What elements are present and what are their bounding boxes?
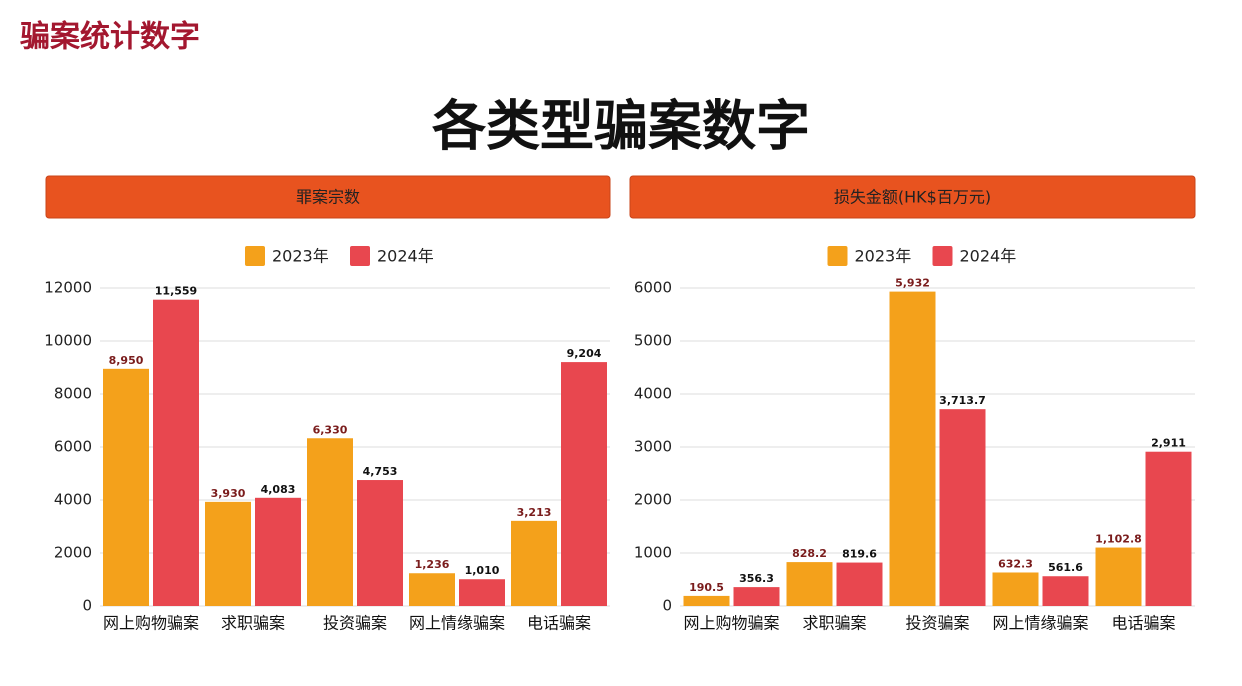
value-label: 8,950 (109, 354, 144, 367)
value-label: 632.3 (998, 557, 1033, 570)
value-label: 190.5 (689, 581, 724, 594)
bar (1042, 576, 1089, 606)
x-tick-label: 投资骗案 (323, 614, 387, 633)
value-label: 1,102.8 (1095, 533, 1142, 546)
y-tick-label: 3000 (634, 438, 672, 456)
y-tick-label: 4000 (634, 385, 672, 403)
y-tick-label: 8000 (54, 385, 92, 403)
value-label: 11,559 (155, 285, 197, 298)
value-label: 819.6 (842, 548, 877, 561)
y-tick-label: 2000 (634, 491, 672, 509)
legend-label: 2023年 (272, 247, 329, 266)
bar (153, 299, 199, 606)
bar (992, 572, 1039, 606)
x-tick-label: 网上情缘骗案 (409, 614, 505, 633)
legend-label: 2024年 (960, 247, 1017, 266)
y-tick-label: 6000 (634, 279, 672, 297)
bar (889, 291, 936, 606)
value-label: 6,330 (313, 423, 348, 436)
chart-header-bar (45, 175, 611, 219)
value-label: 3,213 (517, 506, 552, 519)
bar (1095, 547, 1142, 606)
legend-label: 2023年 (855, 247, 912, 266)
x-tick-label: 投资骗案 (905, 614, 969, 633)
y-tick-label: 1000 (634, 544, 672, 562)
bar (733, 587, 780, 606)
bar (511, 520, 557, 606)
x-tick-label: 电话骗案 (1111, 614, 1175, 633)
bar (103, 368, 149, 606)
y-tick-label: 10000 (44, 332, 92, 350)
y-tick-label: 6000 (54, 438, 92, 456)
y-tick-label: 5000 (634, 332, 672, 350)
y-tick-label: 4000 (54, 491, 92, 509)
page-label: 骗案统计数字 (20, 20, 200, 55)
bar (205, 501, 251, 606)
legend-swatch (350, 246, 370, 266)
value-label: 3,713.7 (939, 394, 986, 407)
legend-swatch (932, 246, 953, 266)
value-label: 5,932 (895, 277, 930, 290)
value-label: 561.6 (1048, 561, 1083, 574)
bar (836, 562, 883, 606)
bar (255, 497, 301, 606)
chart-title: 损失金额(HK$百万元) (834, 188, 991, 207)
bar (1145, 451, 1192, 606)
legend-label: 2024年 (377, 247, 434, 266)
x-tick-label: 求职骗案 (802, 614, 866, 633)
chart-title: 罪案宗数 (296, 188, 360, 207)
y-tick-label: 12000 (44, 279, 92, 297)
y-tick-label: 0 (82, 597, 92, 615)
value-label: 4,083 (261, 483, 296, 496)
y-tick-label: 2000 (54, 544, 92, 562)
value-label: 9,204 (567, 347, 602, 360)
y-tick-label: 0 (662, 597, 672, 615)
bar (561, 362, 607, 606)
bar (939, 409, 986, 606)
legend-swatch (245, 246, 265, 266)
page-title: 各类型骗案数字 (432, 95, 810, 158)
x-tick-label: 电话骗案 (527, 614, 591, 633)
value-label: 356.3 (739, 572, 774, 585)
value-label: 1,010 (465, 564, 500, 577)
value-label: 2,911 (1151, 437, 1186, 450)
x-tick-label: 网上情缘骗案 (992, 614, 1088, 633)
value-label: 4,753 (363, 465, 398, 478)
bar (786, 562, 833, 606)
bar (307, 438, 353, 606)
value-label: 828.2 (792, 547, 827, 560)
bar (459, 579, 505, 606)
bar (409, 573, 455, 606)
bar (357, 480, 403, 606)
legend-swatch (827, 246, 848, 266)
x-tick-label: 网上购物骗案 (103, 614, 199, 633)
x-tick-label: 网上购物骗案 (683, 614, 779, 633)
bar (683, 595, 730, 606)
value-label: 3,930 (211, 487, 246, 500)
value-label: 1,236 (415, 558, 450, 571)
x-tick-label: 求职骗案 (221, 614, 285, 633)
chart-header-bar (629, 175, 1196, 219)
